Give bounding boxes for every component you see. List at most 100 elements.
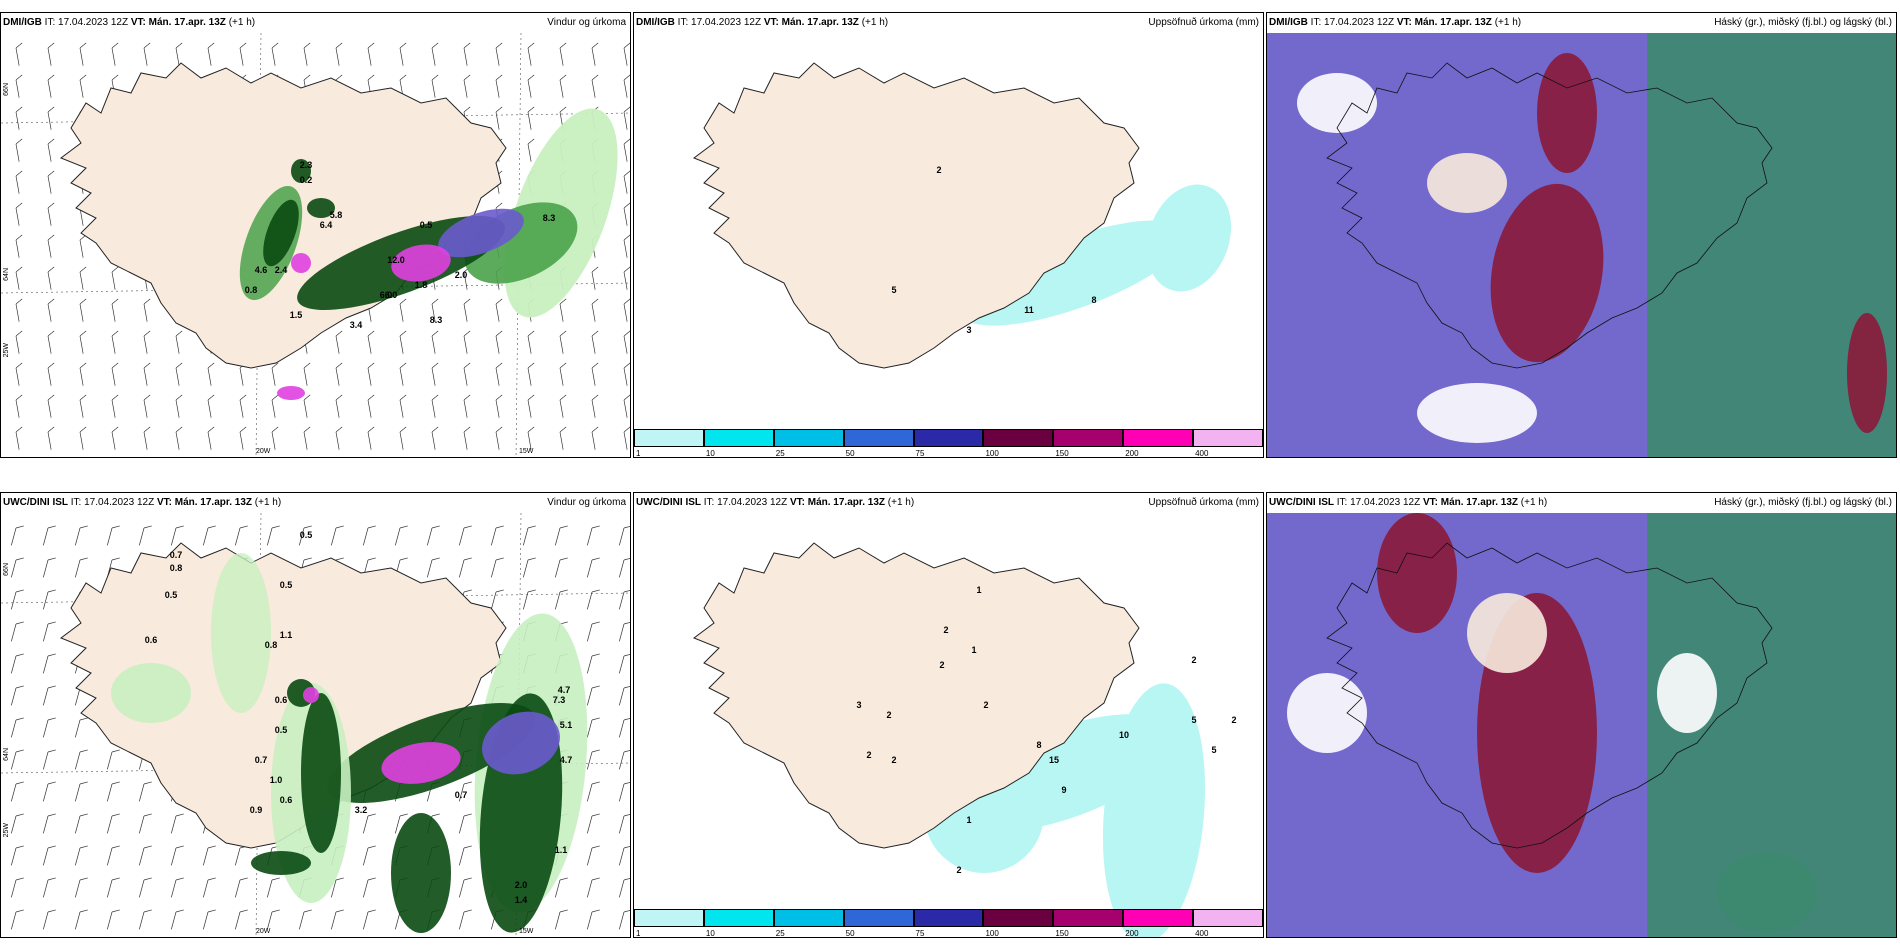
wind-barb (463, 426, 471, 450)
colorbar-swatch (1193, 429, 1263, 447)
precip-value-label: 4.7 (558, 685, 571, 695)
wind-barb (363, 909, 376, 930)
wind-barb (111, 42, 119, 66)
wind-barb (207, 426, 215, 450)
wind-barb (587, 877, 600, 898)
wind-barb (623, 170, 630, 194)
wind-barb (623, 394, 630, 418)
wind-barb (555, 589, 568, 610)
iceland-coastline (1326, 62, 1773, 369)
precip-area (291, 253, 311, 273)
colorbar-tick-label: 10 (705, 449, 715, 458)
wind-barb (47, 266, 55, 290)
wind-barb (143, 362, 151, 386)
wind-barb (363, 877, 376, 898)
wind-barb (111, 362, 119, 386)
wind-barb (143, 330, 151, 354)
wind-barb (623, 106, 630, 130)
wind-barb (299, 525, 312, 546)
wind-barb (427, 525, 440, 546)
precip-value-label: 6.0 (385, 290, 398, 300)
wind-barb (171, 845, 184, 866)
wind-barb (335, 42, 343, 66)
colorbar-tick-label: 50 (845, 929, 855, 938)
wind-barb (623, 298, 630, 322)
precip-value-label: 8 (1091, 295, 1096, 305)
wind-barb (15, 394, 23, 418)
wind-barb (587, 621, 600, 642)
wind-barb (111, 266, 119, 290)
panel-title: DMI/IGB IT: 17.04.2023 12Z VT: Mán. 17.a… (636, 17, 889, 28)
wind-barb (107, 909, 120, 930)
wind-barb (559, 74, 567, 98)
precip-value-label: 2.0 (455, 270, 468, 280)
wind-barb (15, 138, 23, 162)
colorbar-tick-label: 1 (636, 929, 641, 938)
panel-uwc-accum-precip: UWC/DINI ISL IT: 17.04.2023 12Z VT: Mán.… (633, 492, 1264, 938)
wind-barb (555, 557, 568, 578)
wind-barb (527, 362, 535, 386)
iceland-coastline (692, 62, 1140, 369)
wind-barb (111, 394, 119, 418)
wind-barb (367, 330, 375, 354)
wind-barb (623, 330, 630, 354)
wind-barb (79, 394, 87, 418)
precip-value-label: 3 (856, 700, 861, 710)
precip-value-label: 0.5 (280, 580, 293, 590)
wind-barb (43, 557, 56, 578)
wind-barb (47, 170, 55, 194)
panel-type: Vindur og úrkoma (547, 497, 626, 508)
wind-barb (463, 362, 471, 386)
wind-barb (47, 298, 55, 322)
colorbar-tick-label: 25 (775, 929, 785, 938)
wind-barb (267, 877, 280, 898)
colorbar-tick-label: 150 (1055, 929, 1069, 938)
wind-barb (399, 394, 407, 418)
precip-value-label: 5.8 (330, 210, 343, 220)
precip-area (1297, 73, 1377, 133)
wind-barb (43, 525, 56, 546)
wind-barb (591, 74, 599, 98)
wind-barb (619, 717, 630, 738)
wind-barb (431, 362, 439, 386)
graticule-line (515, 33, 522, 457)
wind-barb (591, 362, 599, 386)
wind-barb (587, 589, 600, 610)
wind-barb (335, 330, 343, 354)
precip-area (391, 813, 451, 933)
wind-barb (171, 525, 184, 546)
wind-barb (303, 42, 311, 66)
panel-uwc-wind-precip: UWC/DINI ISL IT: 17.04.2023 12Z VT: Mán.… (0, 492, 631, 938)
wind-barb (463, 298, 471, 322)
wind-barb (239, 394, 247, 418)
wind-barb (395, 813, 408, 834)
wind-barb (239, 426, 247, 450)
precip-value-label: 1.0 (270, 775, 283, 785)
wind-barb (623, 138, 630, 162)
wind-barb (619, 909, 630, 930)
precip-value-label: 0.8 (265, 640, 278, 650)
wind-barb (491, 557, 504, 578)
precip-value-label: 1.5 (290, 310, 303, 320)
precip-area (438, 208, 524, 258)
wind-barb (587, 845, 600, 866)
wind-barb (555, 909, 568, 930)
precip-value-label: 0.2 (300, 175, 313, 185)
precip-value-label: 4.6 (255, 265, 268, 275)
wind-barb (623, 202, 630, 226)
wind-barb (399, 298, 407, 322)
wind-barb (207, 394, 215, 418)
wind-barb (299, 909, 312, 930)
precip-value-label: 1 (976, 585, 981, 595)
wind-barb (623, 74, 630, 98)
precip-value-label: 2 (939, 660, 944, 670)
precip-value-label: 3 (966, 325, 971, 335)
wind-barb (43, 813, 56, 834)
wind-barb (399, 426, 407, 450)
precip-value-label: 7.3 (553, 695, 566, 705)
wind-barb (79, 362, 87, 386)
precip-area (111, 663, 191, 723)
wind-barb (47, 426, 55, 450)
precip-value-label: 8 (1036, 740, 1041, 750)
